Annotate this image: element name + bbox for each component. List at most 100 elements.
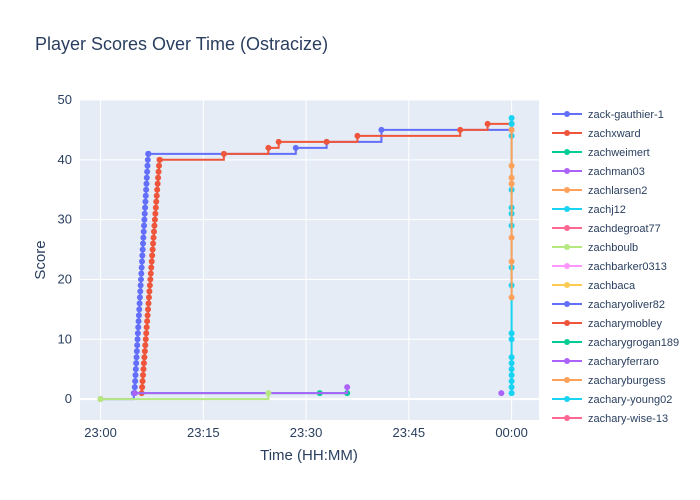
data-point[interactable] [146, 282, 153, 289]
data-point[interactable] [151, 216, 158, 223]
data-point[interactable] [139, 252, 146, 259]
data-point[interactable] [152, 210, 159, 217]
data-point[interactable] [323, 138, 330, 145]
data-point[interactable] [135, 318, 142, 325]
legend-item[interactable]: zacharyoliver82 [552, 299, 665, 311]
data-point[interactable] [142, 342, 149, 349]
data-point[interactable] [134, 336, 141, 343]
data-point[interactable] [135, 312, 142, 319]
data-point[interactable] [140, 234, 147, 241]
data-point[interactable] [508, 234, 515, 241]
data-point[interactable] [141, 210, 148, 217]
data-point[interactable] [275, 138, 282, 145]
data-point[interactable] [136, 306, 143, 313]
data-point[interactable] [132, 378, 139, 385]
data-point[interactable] [498, 390, 505, 397]
data-point[interactable] [150, 228, 157, 235]
legend-item[interactable]: zachweimert [552, 147, 650, 159]
data-point[interactable] [139, 246, 146, 253]
data-point[interactable] [156, 156, 163, 163]
data-point[interactable] [145, 300, 152, 307]
data-point[interactable] [508, 180, 515, 187]
data-point[interactable] [146, 288, 153, 295]
data-point[interactable] [137, 288, 144, 295]
data-point[interactable] [508, 174, 515, 181]
data-point[interactable] [152, 204, 159, 211]
data-point[interactable] [144, 312, 151, 319]
legend-item[interactable]: zachxward [552, 128, 641, 140]
data-point[interactable] [508, 384, 515, 391]
data-point[interactable] [151, 222, 158, 229]
data-point[interactable] [141, 216, 148, 223]
data-point[interactable] [508, 330, 515, 337]
data-point[interactable] [137, 276, 144, 283]
data-point[interactable] [142, 204, 149, 211]
data-point[interactable] [154, 180, 161, 187]
data-point[interactable] [508, 120, 515, 127]
data-point[interactable] [265, 144, 272, 151]
data-point[interactable] [138, 258, 145, 265]
data-point[interactable] [137, 282, 144, 289]
data-point[interactable] [508, 114, 515, 121]
data-point[interactable] [508, 390, 515, 397]
legend-item[interactable]: zachary-young02 [552, 394, 672, 406]
data-point[interactable] [143, 324, 150, 331]
data-point[interactable] [140, 372, 147, 379]
legend-item[interactable]: zacharyburgess [552, 375, 666, 387]
data-point[interactable] [147, 270, 154, 277]
data-point[interactable] [508, 258, 515, 265]
data-point[interactable] [142, 192, 149, 199]
data-point[interactable] [154, 186, 161, 193]
data-point[interactable] [265, 390, 272, 397]
legend-item[interactable]: zachboulb [552, 242, 638, 254]
data-point[interactable] [155, 174, 162, 181]
data-point[interactable] [150, 234, 157, 241]
legend-item[interactable]: zacharymobley [552, 318, 662, 330]
data-point[interactable] [156, 162, 163, 169]
data-point[interactable] [132, 372, 139, 379]
data-point[interactable] [141, 348, 148, 355]
data-point[interactable] [136, 294, 143, 301]
data-point[interactable] [150, 240, 157, 247]
data-point[interactable] [144, 318, 151, 325]
data-point[interactable] [134, 342, 141, 349]
legend-item[interactable]: zachj12 [552, 204, 626, 216]
data-point[interactable] [144, 168, 151, 175]
data-point[interactable] [153, 198, 160, 205]
data-point[interactable] [354, 132, 361, 139]
data-point[interactable] [136, 300, 143, 307]
data-point[interactable] [457, 126, 464, 133]
data-point[interactable] [138, 264, 145, 271]
data-point[interactable] [131, 390, 138, 397]
data-point[interactable] [508, 372, 515, 379]
data-point[interactable] [138, 270, 145, 277]
data-point[interactable] [142, 198, 149, 205]
data-point[interactable] [134, 330, 141, 337]
data-point[interactable] [133, 360, 140, 367]
legend-item[interactable]: zachary-wise-13 [552, 413, 668, 425]
data-point[interactable] [378, 126, 385, 133]
data-point[interactable] [131, 384, 138, 391]
data-point[interactable] [508, 354, 515, 361]
data-point[interactable] [139, 378, 146, 385]
legend-item[interactable]: zachlarsen2 [552, 185, 647, 197]
data-point[interactable] [155, 168, 162, 175]
data-point[interactable] [143, 186, 150, 193]
legend-item[interactable]: zacharyferraro [552, 356, 659, 368]
data-point[interactable] [508, 126, 515, 133]
data-point[interactable] [145, 306, 152, 313]
data-point[interactable] [148, 258, 155, 265]
data-point[interactable] [142, 336, 149, 343]
data-point[interactable] [133, 348, 140, 355]
data-point[interactable] [220, 150, 227, 157]
data-point[interactable] [484, 120, 491, 127]
data-point[interactable] [508, 378, 515, 385]
data-point[interactable] [149, 252, 156, 259]
data-point[interactable] [149, 246, 156, 253]
data-point[interactable] [140, 228, 147, 235]
legend-item[interactable]: zacharygrogan189 [552, 337, 679, 349]
data-point[interactable] [141, 354, 148, 361]
data-point[interactable] [143, 174, 150, 181]
data-point[interactable] [508, 366, 515, 373]
data-point[interactable] [133, 354, 140, 361]
